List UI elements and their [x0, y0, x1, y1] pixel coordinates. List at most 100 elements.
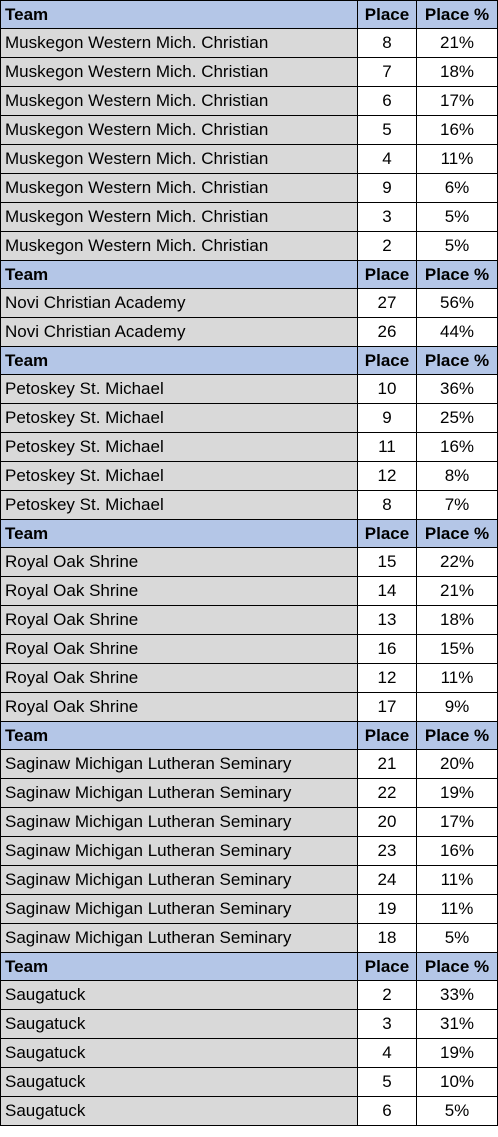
team-name-cell: Saugatuck: [0, 1096, 358, 1126]
place-percent-cell: 16%: [416, 115, 498, 145]
place-percent-cell: 25%: [416, 403, 498, 433]
place-percent-cell: 56%: [416, 288, 498, 318]
team-name-cell: Saginaw Michigan Lutheran Seminary: [0, 923, 358, 953]
place-percent-cell: 19%: [416, 778, 498, 808]
place-percent-cell: 18%: [416, 605, 498, 635]
place-percent-cell: 18%: [416, 57, 498, 87]
place-percent-cell: 20%: [416, 749, 498, 779]
table-row: Royal Oak Shrine 13 18%: [0, 605, 498, 635]
place-percent-cell: 16%: [416, 836, 498, 866]
team-name-cell: Royal Oak Shrine: [0, 547, 358, 577]
team-name-cell: Saugatuck: [0, 1038, 358, 1068]
place-percent-cell: 36%: [416, 374, 498, 404]
place-column-header: Place: [357, 346, 417, 375]
place-cell: 3: [357, 1009, 417, 1039]
table-row: Muskegon Western Mich. Christian 4 11%: [0, 144, 498, 174]
table-row: Muskegon Western Mich. Christian 9 6%: [0, 173, 498, 203]
table-row: Royal Oak Shrine 15 22%: [0, 547, 498, 577]
team-name-cell: Novi Christian Academy: [0, 288, 358, 318]
team-name-cell: Saugatuck: [0, 1067, 358, 1097]
table-row: Saugatuck 2 33%: [0, 980, 498, 1010]
team-column-header: Team: [0, 0, 358, 29]
place-cell: 16: [357, 634, 417, 664]
team-name-cell: Royal Oak Shrine: [0, 663, 358, 693]
team-name-cell: Muskegon Western Mich. Christian: [0, 86, 358, 116]
table-row: Muskegon Western Mich. Christian 8 21%: [0, 28, 498, 58]
table-row: Novi Christian Academy 27 56%: [0, 288, 498, 318]
place-cell: 8: [357, 28, 417, 58]
place-percent-cell: 21%: [416, 576, 498, 606]
place-cell: 11: [357, 432, 417, 462]
table-row: Muskegon Western Mich. Christian 2 5%: [0, 231, 498, 261]
place-percent-cell: 16%: [416, 432, 498, 462]
place-cell: 2: [357, 980, 417, 1010]
place-cell: 20: [357, 807, 417, 837]
place-cell: 15: [357, 547, 417, 577]
table-row: Saginaw Michigan Lutheran Seminary 20 17%: [0, 807, 498, 837]
place-percent-cell: 44%: [416, 317, 498, 347]
place-percent-column-header: Place %: [416, 519, 498, 548]
table-row: Muskegon Western Mich. Christian 5 16%: [0, 115, 498, 145]
team-name-cell: Petoskey St. Michael: [0, 432, 358, 462]
team-name-cell: Muskegon Western Mich. Christian: [0, 115, 358, 145]
team-name-cell: Saginaw Michigan Lutheran Seminary: [0, 807, 358, 837]
table-row: Saugatuck 5 10%: [0, 1067, 498, 1097]
place-cell: 12: [357, 663, 417, 693]
team-name-cell: Saginaw Michigan Lutheran Seminary: [0, 894, 358, 924]
place-column-header: Place: [357, 721, 417, 750]
table-row: Saginaw Michigan Lutheran Seminary 24 11%: [0, 865, 498, 895]
team-name-cell: Muskegon Western Mich. Christian: [0, 57, 358, 87]
table-row: Royal Oak Shrine 14 21%: [0, 576, 498, 606]
place-percent-cell: 21%: [416, 28, 498, 58]
section-header-row: Team Place Place %: [0, 0, 498, 29]
team-name-cell: Royal Oak Shrine: [0, 634, 358, 664]
team-name-cell: Saginaw Michigan Lutheran Seminary: [0, 778, 358, 808]
place-percent-cell: 11%: [416, 663, 498, 693]
place-cell: 14: [357, 576, 417, 606]
place-cell: 22: [357, 778, 417, 808]
place-percent-column-header: Place %: [416, 0, 498, 29]
table-row: Saugatuck 6 5%: [0, 1096, 498, 1126]
team-name-cell: Saginaw Michigan Lutheran Seminary: [0, 749, 358, 779]
place-cell: 9: [357, 173, 417, 203]
table-row: Novi Christian Academy 26 44%: [0, 317, 498, 347]
place-percent-cell: 22%: [416, 547, 498, 577]
table-row: Saginaw Michigan Lutheran Seminary 19 11%: [0, 894, 498, 924]
team-column-header: Team: [0, 346, 358, 375]
team-name-cell: Saginaw Michigan Lutheran Seminary: [0, 836, 358, 866]
place-percent-cell: 8%: [416, 461, 498, 491]
place-cell: 18: [357, 923, 417, 953]
place-percent-cell: 7%: [416, 490, 498, 520]
place-percent-cell: 5%: [416, 202, 498, 232]
team-column-header: Team: [0, 721, 358, 750]
team-name-cell: Saugatuck: [0, 980, 358, 1010]
table-row: Muskegon Western Mich. Christian 6 17%: [0, 86, 498, 116]
place-cell: 5: [357, 115, 417, 145]
place-percent-column-header: Place %: [416, 346, 498, 375]
table-row: Saugatuck 4 19%: [0, 1038, 498, 1068]
place-percent-cell: 10%: [416, 1067, 498, 1097]
team-name-cell: Saginaw Michigan Lutheran Seminary: [0, 865, 358, 895]
place-percent-cell: 17%: [416, 807, 498, 837]
team-name-cell: Muskegon Western Mich. Christian: [0, 173, 358, 203]
team-name-cell: Muskegon Western Mich. Christian: [0, 202, 358, 232]
section-header-row: Team Place Place %: [0, 346, 498, 375]
team-column-header: Team: [0, 519, 358, 548]
place-percent-cell: 17%: [416, 86, 498, 116]
place-cell: 4: [357, 1038, 417, 1068]
place-cell: 9: [357, 403, 417, 433]
place-percent-column-header: Place %: [416, 952, 498, 981]
section-header-row: Team Place Place %: [0, 721, 498, 750]
place-percent-cell: 5%: [416, 231, 498, 261]
team-name-cell: Muskegon Western Mich. Christian: [0, 28, 358, 58]
place-cell: 2: [357, 231, 417, 261]
place-percent-cell: 11%: [416, 865, 498, 895]
team-name-cell: Saugatuck: [0, 1009, 358, 1039]
place-percent-column-header: Place %: [416, 721, 498, 750]
place-cell: 7: [357, 57, 417, 87]
table-row: Royal Oak Shrine 17 9%: [0, 692, 498, 722]
table-row: Muskegon Western Mich. Christian 7 18%: [0, 57, 498, 87]
table-row: Petoskey St. Michael 9 25%: [0, 403, 498, 433]
place-percent-cell: 11%: [416, 894, 498, 924]
